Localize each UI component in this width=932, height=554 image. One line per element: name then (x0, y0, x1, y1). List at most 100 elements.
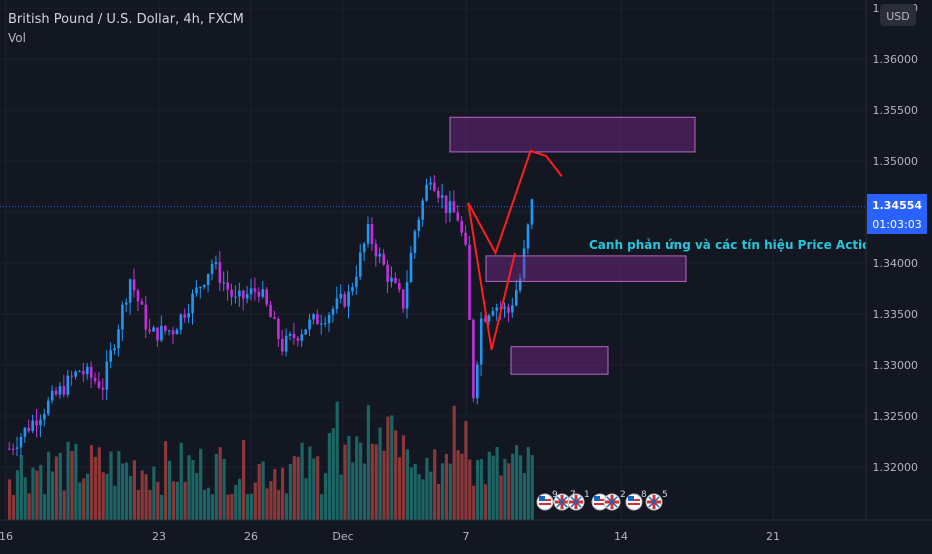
candle-body (230, 289, 233, 297)
volume-bar (440, 463, 445, 520)
price-zone[interactable] (449, 116, 696, 153)
candle-body (187, 313, 190, 318)
volume-bar (66, 441, 70, 520)
volume-bar (167, 460, 172, 520)
candle-body (355, 276, 358, 288)
volume-bar (242, 440, 246, 520)
event-count: 1 (584, 490, 590, 500)
candle-body (27, 427, 31, 432)
candle-body (284, 335, 288, 352)
chart-legend[interactable]: British Pound / U.S. Dollar, 4h, FXCM Vo… (8, 10, 244, 48)
bar-countdown: 01:03:03 (872, 218, 921, 231)
volume-bar (273, 468, 277, 520)
candle-body (339, 294, 343, 299)
candle-body (472, 319, 475, 399)
volume-bar (437, 483, 441, 520)
candle-body (66, 375, 70, 395)
candle-body (296, 337, 300, 341)
candle-body (191, 293, 194, 314)
volume-label[interactable]: Vol (8, 31, 26, 45)
candle-body (11, 448, 15, 450)
uk-flag-icon[interactable] (603, 493, 621, 511)
uk-flag-icon[interactable] (553, 493, 571, 511)
volume-bar (456, 450, 460, 520)
volume-bar (300, 442, 304, 520)
candle-body (86, 366, 89, 375)
candle-body (437, 190, 440, 198)
candle-body (312, 314, 315, 320)
candle-body (405, 282, 409, 309)
candle-body (183, 314, 187, 318)
volume-bar (206, 487, 211, 520)
price-tick-label: 1.36000 (873, 53, 919, 66)
candle-body (109, 350, 112, 362)
volume-bar (125, 462, 129, 520)
us-flag-icon[interactable] (536, 493, 554, 511)
volume-bar (97, 447, 101, 520)
volume-bar (164, 441, 168, 520)
candle-body (429, 182, 432, 185)
candle-body (23, 427, 27, 437)
price-zone[interactable] (510, 346, 609, 375)
volume-bar (296, 456, 300, 520)
downside-projection-arrow (467, 202, 516, 350)
candle-body (281, 339, 284, 352)
volume-bar (50, 471, 55, 520)
volume-bar (265, 488, 269, 520)
candle-body (152, 327, 155, 332)
volume-bar (191, 460, 195, 520)
candle-body (421, 200, 424, 220)
candle-body (526, 224, 530, 249)
candle-body (101, 387, 105, 390)
time-axis: 16 23 26 Dec 7 14 21 (0, 530, 780, 543)
candle-body (347, 291, 350, 307)
currency-badge[interactable]: USD (880, 4, 916, 26)
volume-bar (359, 442, 363, 520)
time-axis-background[interactable] (0, 520, 932, 550)
volume-bar (27, 493, 31, 520)
volume-bar (499, 475, 503, 520)
volume-bar (355, 436, 359, 520)
candle-body (206, 273, 210, 285)
candle-body (331, 308, 335, 315)
candle-body (54, 390, 58, 395)
candle-body (464, 232, 467, 245)
volume-bar (491, 455, 495, 520)
symbol-title[interactable]: British Pound / U.S. Dollar, 4h, FXCM (8, 12, 244, 27)
volume-bar (54, 456, 58, 520)
volume-bar (156, 481, 160, 520)
volume-bar (483, 484, 487, 520)
price-zone[interactable] (485, 255, 687, 282)
uk-flag-icon[interactable] (567, 493, 585, 511)
candle-body (530, 199, 534, 225)
candle-body (277, 318, 280, 340)
volume-bar (288, 463, 292, 520)
candle-body (382, 253, 385, 265)
candle-body (15, 447, 19, 449)
candle-body (335, 298, 339, 309)
volume-bar (530, 455, 534, 520)
price-axis-background[interactable] (866, 0, 932, 520)
volume-bar (308, 446, 312, 520)
candle-body (261, 289, 265, 297)
us-flag-icon[interactable] (625, 493, 643, 511)
candle-body (144, 304, 148, 330)
candle-body (43, 413, 46, 420)
projection-arrows (467, 149, 563, 350)
volume-bar (472, 485, 476, 520)
volume-bar (284, 493, 289, 520)
volume-bar (62, 490, 66, 520)
volume-bar (234, 484, 238, 520)
volume-bar (425, 457, 429, 520)
candle-body (125, 302, 128, 305)
event-count: 9 (552, 490, 558, 500)
uk-flag-icon[interactable] (645, 493, 663, 511)
candle-body (140, 301, 144, 305)
volume-bar (522, 473, 526, 520)
candle-body (401, 289, 405, 309)
volume-bar (398, 457, 402, 520)
volume-bar (487, 451, 491, 520)
candle-body (476, 364, 479, 399)
